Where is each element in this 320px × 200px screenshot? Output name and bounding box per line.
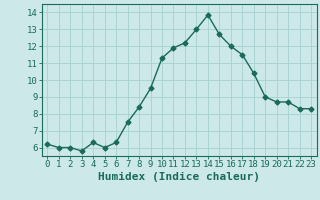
- X-axis label: Humidex (Indice chaleur): Humidex (Indice chaleur): [98, 172, 260, 182]
